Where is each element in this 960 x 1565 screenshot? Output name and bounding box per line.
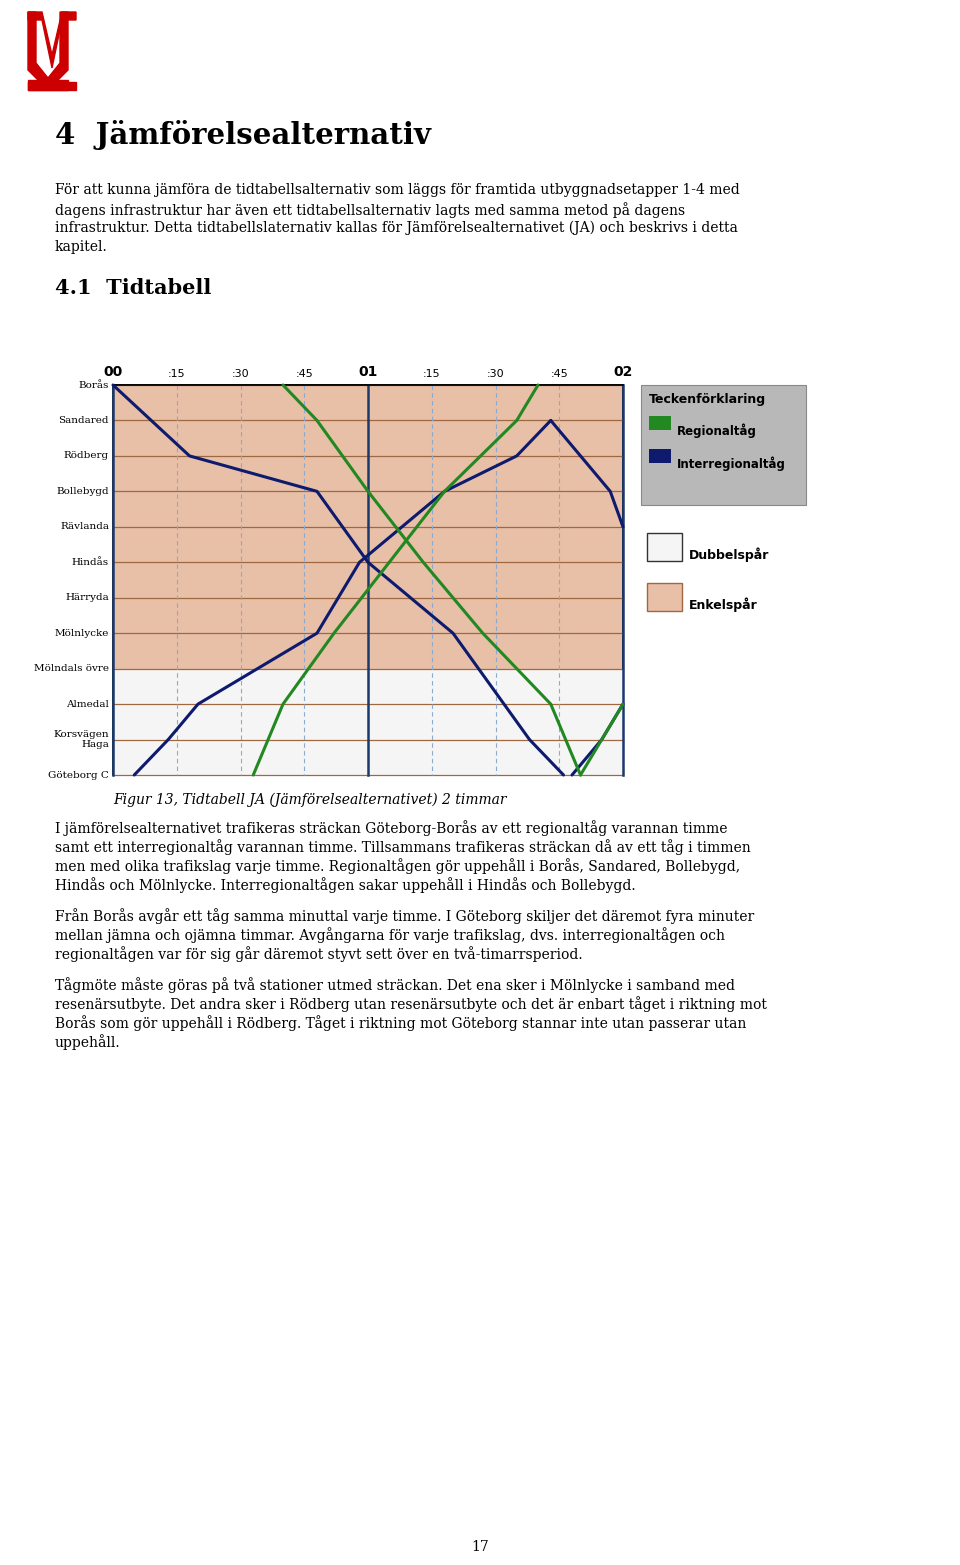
Polygon shape xyxy=(28,13,68,91)
Text: Korsvägen
Haga: Korsvägen Haga xyxy=(54,729,109,750)
Text: För att kunna jämföra de tidtabellsalternativ som läggs för framtida utbyggnadse: För att kunna jämföra de tidtabellsalter… xyxy=(55,183,740,197)
Text: :15: :15 xyxy=(423,369,441,379)
Text: 02: 02 xyxy=(613,365,633,379)
Bar xyxy=(641,385,806,505)
Text: :15: :15 xyxy=(168,369,185,379)
Bar xyxy=(647,584,682,610)
Text: Figur 13, Tidtabell JA (Jämförelsealternativet) 2 timmar: Figur 13, Tidtabell JA (Jämförelsealtern… xyxy=(113,793,507,808)
Text: :30: :30 xyxy=(231,369,250,379)
Text: samt ett interregionaltåg varannan timme. Tillsammans trafikeras sträckan då av : samt ett interregionaltåg varannan timme… xyxy=(55,839,751,854)
Bar xyxy=(649,416,671,430)
Text: 17: 17 xyxy=(471,1540,489,1554)
Polygon shape xyxy=(28,81,76,91)
Text: Bollebygd: Bollebygd xyxy=(57,487,109,496)
Text: Hindås och Mölnlycke. Interregionaltågen sakar uppehåll i Hindås och Bollebygd.: Hindås och Mölnlycke. Interregionaltågen… xyxy=(55,876,636,894)
Text: Mölndals övre: Mölndals övre xyxy=(34,664,109,673)
Text: Hindås: Hindås xyxy=(72,557,109,567)
Text: 4.1  Tidtabell: 4.1 Tidtabell xyxy=(55,279,211,297)
Text: Sandared: Sandared xyxy=(59,416,109,426)
Text: dagens infrastruktur har även ett tidtabellsalternativ lagts med samma metod på : dagens infrastruktur har även ett tidtab… xyxy=(55,202,685,218)
Bar xyxy=(647,534,682,560)
Text: uppehåll.: uppehåll. xyxy=(55,1034,121,1050)
Text: kapitel.: kapitel. xyxy=(55,239,108,254)
Text: men med olika trafikslag varje timme. Regionaltågen gör uppehåll i Borås, Sandar: men med olika trafikslag varje timme. Re… xyxy=(55,858,740,873)
Text: Enkelspår: Enkelspår xyxy=(689,596,757,612)
Bar xyxy=(113,668,623,775)
Text: resenärsutbyte. Det andra sker i Rödberg utan resenärsutbyte och det är enbart t: resenärsutbyte. Det andra sker i Rödberg… xyxy=(55,995,767,1013)
Text: Rävlanda: Rävlanda xyxy=(60,523,109,532)
Text: Härryda: Härryda xyxy=(65,593,109,603)
Text: :45: :45 xyxy=(296,369,313,379)
Polygon shape xyxy=(28,80,68,91)
Text: infrastruktur. Detta tidtabellslaternativ kallas för Jämförelsealternativet (JA): infrastruktur. Detta tidtabellslaternati… xyxy=(55,221,738,235)
Text: 4  Jämförelsealternativ: 4 Jämförelsealternativ xyxy=(55,121,431,150)
Text: regionaltågen var för sig går däremot styvt sett över en två-timarrsperiod.: regionaltågen var för sig går däremot st… xyxy=(55,945,583,962)
Text: 00: 00 xyxy=(104,365,123,379)
Text: Interregionaltåg: Interregionaltåg xyxy=(677,455,786,471)
Text: Borås: Borås xyxy=(79,380,109,390)
Text: :45: :45 xyxy=(550,369,568,379)
Text: Dubbelspår: Dubbelspår xyxy=(689,548,769,562)
Text: Borås som gör uppehåll i Rödberg. Tåget i riktning mot Göteborg stannar inte uta: Borås som gör uppehåll i Rödberg. Tåget … xyxy=(55,1016,746,1031)
Text: Rödberg: Rödberg xyxy=(64,451,109,460)
Text: I jämförelsealternativet trafikeras sträckan Göteborg-Borås av ett regionaltåg v: I jämförelsealternativet trafikeras strä… xyxy=(55,820,728,836)
Text: Från Borås avgår ett tåg samma minuttal varje timme. I Göteborg skiljer det däre: Från Borås avgår ett tåg samma minuttal … xyxy=(55,908,755,923)
Text: :30: :30 xyxy=(487,369,504,379)
Text: Teckenförklaring: Teckenförklaring xyxy=(649,393,766,405)
Text: Mölnlycke: Mölnlycke xyxy=(55,629,109,637)
Text: Tågmöte måste göras på två stationer utmed sträckan. Det ena sker i Mölnlycke i : Tågmöte måste göras på två stationer utm… xyxy=(55,977,735,992)
Text: Regionaltåg: Regionaltåg xyxy=(677,423,756,438)
Text: Göteborg C: Göteborg C xyxy=(48,770,109,779)
Text: 01: 01 xyxy=(358,365,377,379)
Text: mellan jämna och ojämna timmar. Avgångarna för varje trafikslag, dvs. interregio: mellan jämna och ojämna timmar. Avgångar… xyxy=(55,926,725,942)
Bar xyxy=(649,449,671,463)
Bar xyxy=(113,385,623,775)
Polygon shape xyxy=(28,13,76,67)
Text: Almedal: Almedal xyxy=(66,700,109,709)
